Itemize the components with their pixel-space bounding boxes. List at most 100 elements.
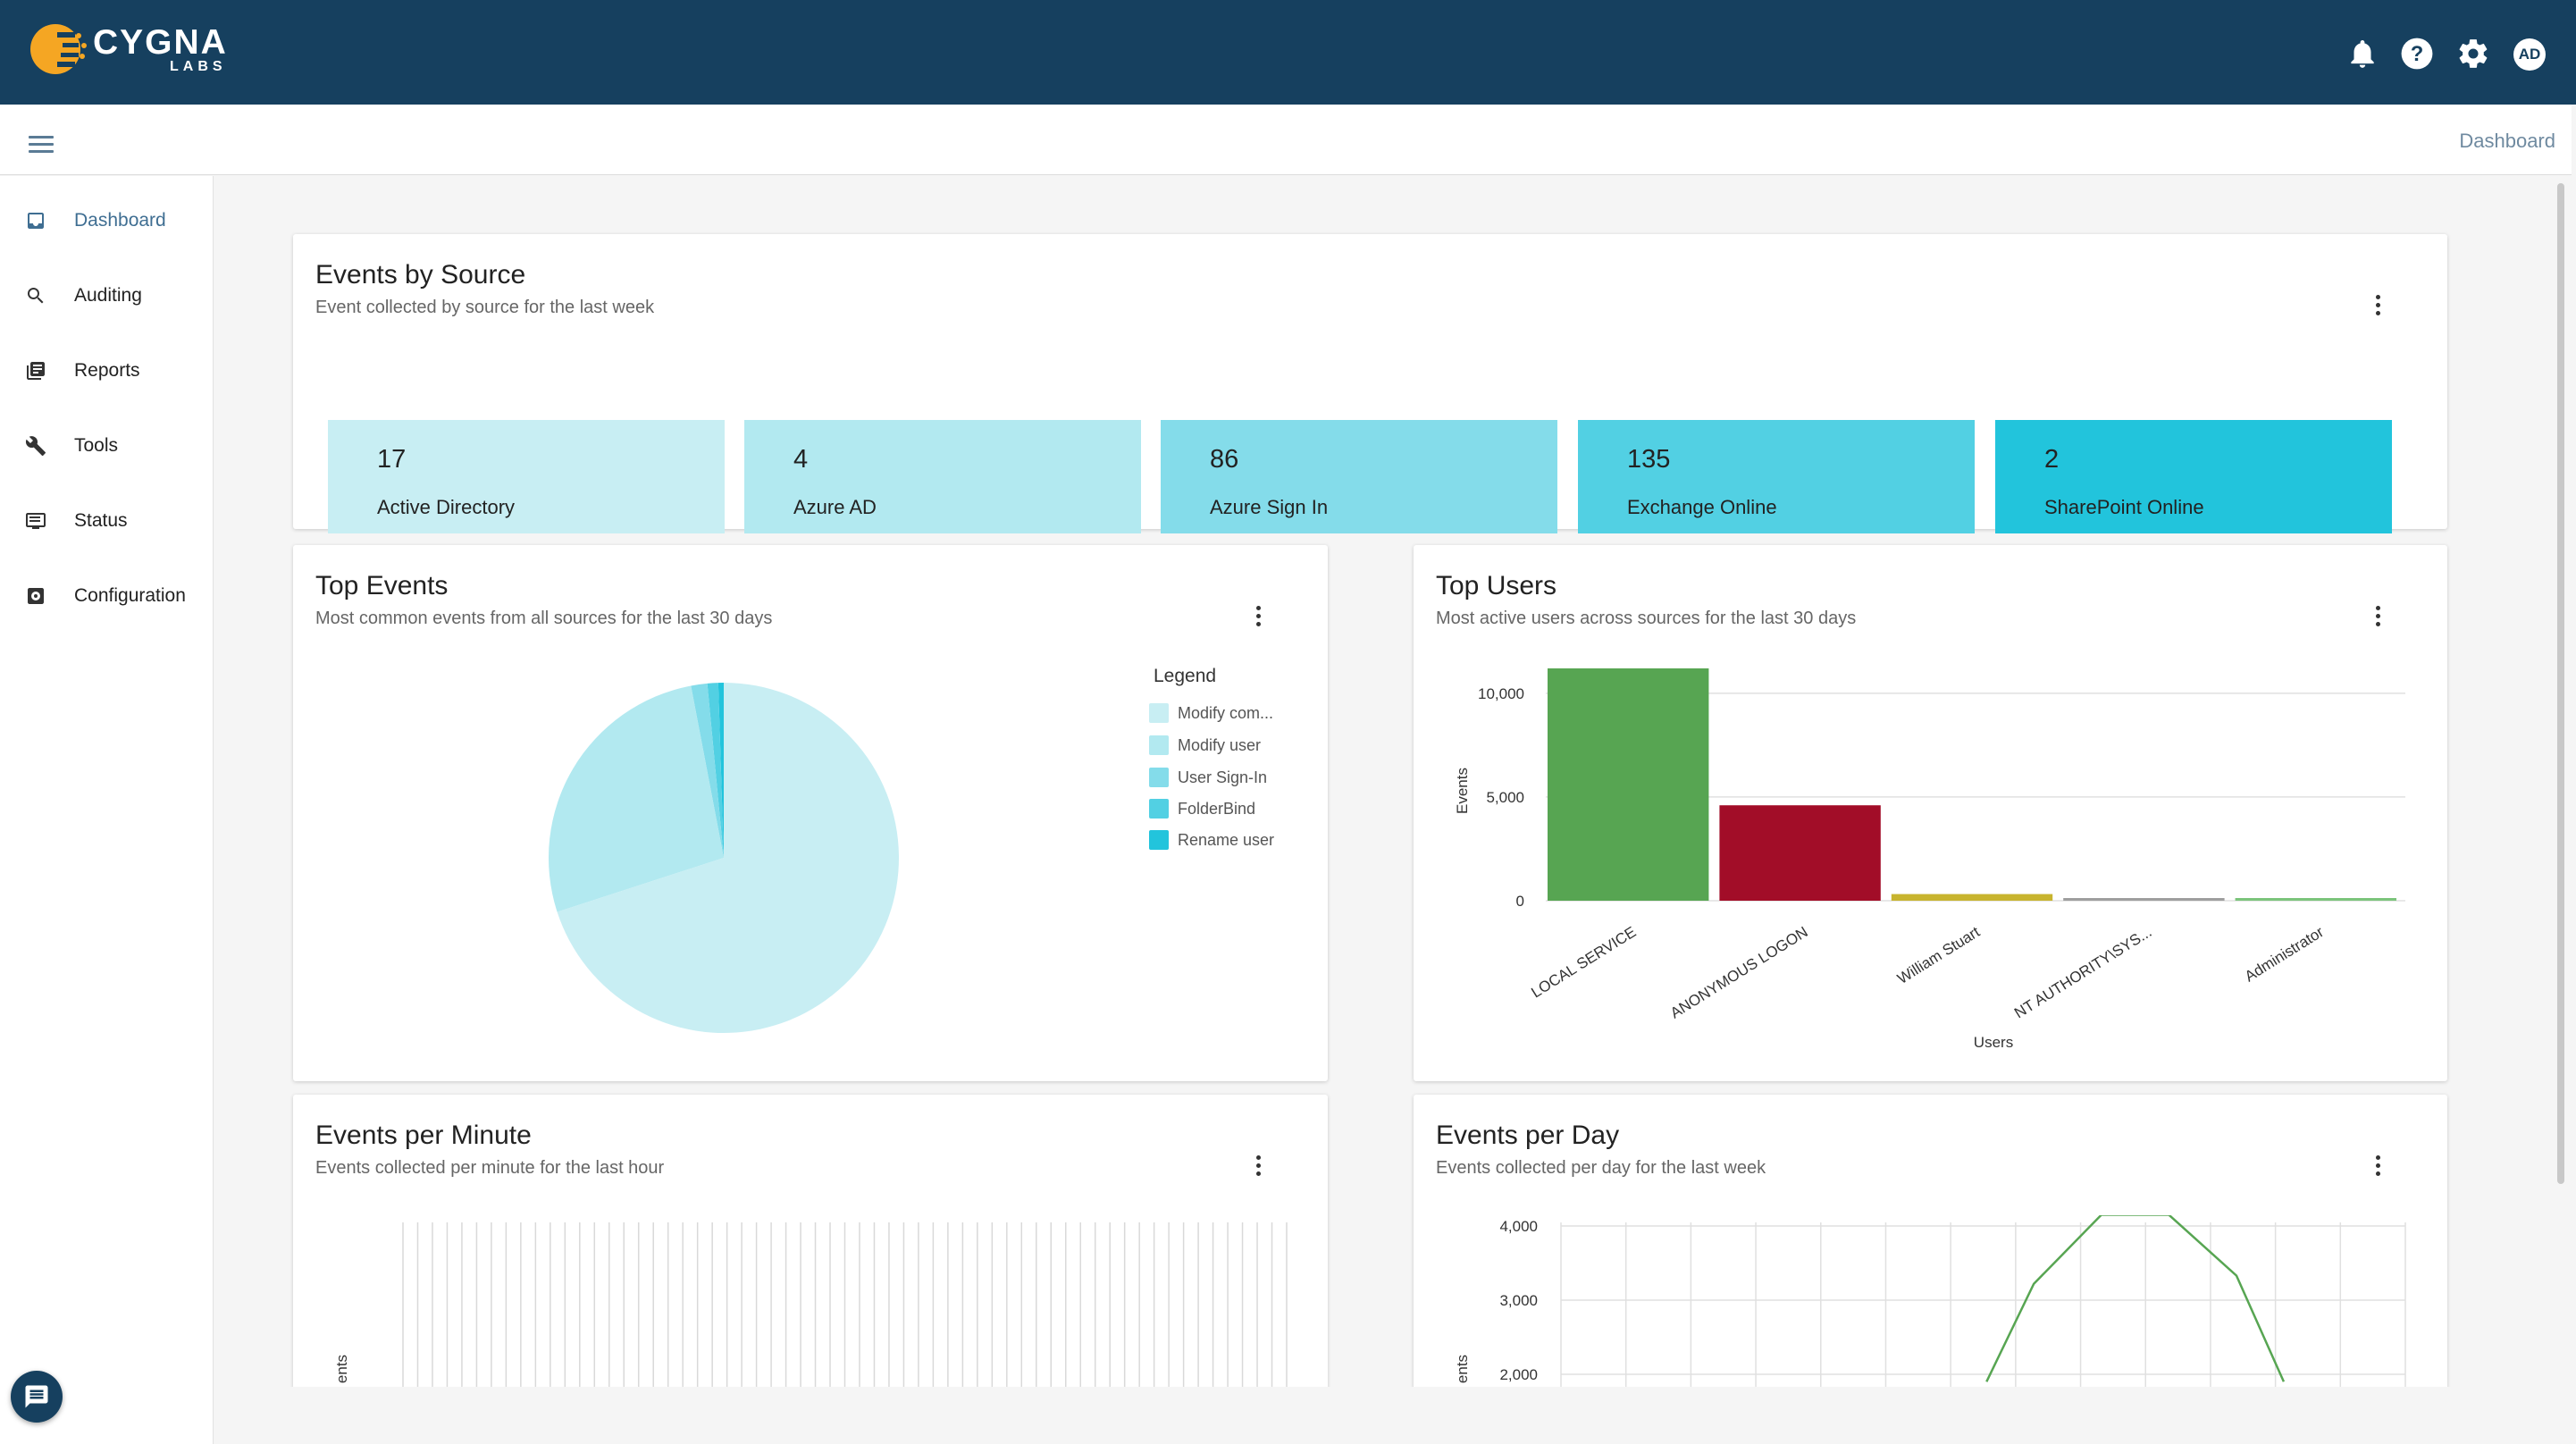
y-tick-label: 3,000 bbox=[1499, 1292, 1538, 1309]
sidebar-item-status[interactable]: Status bbox=[0, 494, 214, 548]
more-options-icon[interactable] bbox=[1254, 606, 1263, 633]
chat-icon bbox=[25, 1385, 48, 1408]
x-tick-label: NT AUTHORITY\SYS... bbox=[2011, 923, 2154, 1021]
help-icon[interactable]: ? bbox=[2400, 37, 2434, 71]
events-per-minute-card: Events per Minute Events collected per m… bbox=[293, 1095, 1328, 1434]
legend-label: Rename user bbox=[1178, 830, 1275, 849]
top-events-pie-chart bbox=[549, 683, 899, 1033]
x-tick-label: LOCAL SERVICE bbox=[1528, 923, 1639, 1001]
tile-value: 4 bbox=[793, 445, 809, 474]
y-tick-label: 0 bbox=[1516, 893, 1524, 910]
legend-swatch bbox=[1149, 799, 1169, 819]
more-options-icon[interactable] bbox=[2373, 1155, 2382, 1182]
logo-subtext: LABS bbox=[170, 59, 227, 74]
source-tile-sharepoint-online[interactable]: 2 SharePoint Online bbox=[1995, 420, 2392, 533]
y-tick-label: 2,000 bbox=[1499, 1366, 1538, 1383]
more-options-icon[interactable] bbox=[2373, 295, 2382, 322]
bar[interactable] bbox=[2063, 898, 2225, 901]
source-tile-azure-ad[interactable]: 4 Azure AD bbox=[744, 420, 1141, 533]
legend-item[interactable]: Rename user bbox=[1149, 829, 1274, 851]
tile-label: Exchange Online bbox=[1627, 496, 1777, 518]
tile-value: 86 bbox=[1210, 445, 1239, 474]
reports-icon bbox=[27, 362, 45, 380]
viewport-bottom bbox=[214, 1387, 2572, 1444]
more-options-icon[interactable] bbox=[1254, 1155, 1263, 1182]
legend-item[interactable]: Modify user bbox=[1149, 735, 1261, 756]
y-axis-label: ents bbox=[333, 1355, 350, 1383]
user-avatar[interactable]: AD bbox=[2513, 38, 2546, 71]
sidebar-item-dashboard[interactable]: Dashboard bbox=[0, 194, 214, 248]
search-icon bbox=[28, 288, 44, 304]
legend-label: FolderBind bbox=[1178, 799, 1256, 818]
tile-label: SharePoint Online bbox=[2044, 496, 2204, 518]
top-bar: CYGNA LABS ? AD bbox=[0, 0, 2576, 105]
status-icon bbox=[26, 513, 46, 529]
sidebar-item-label: Auditing bbox=[74, 285, 142, 306]
sidebar-item-auditing[interactable]: Auditing bbox=[0, 269, 214, 323]
tile-value: 17 bbox=[377, 445, 407, 474]
legend-swatch bbox=[1149, 830, 1169, 850]
chat-fab-button[interactable] bbox=[11, 1371, 63, 1423]
card-subtitle: Events collected per minute for the last… bbox=[315, 1158, 665, 1178]
legend-item[interactable]: User Sign-In bbox=[1149, 767, 1267, 788]
top-users-bar-chart: 0 5,000 10,000 Events LOCAL SERVICE ANONYMOUS… bbox=[1454, 668, 2405, 1051]
source-tile-active-directory[interactable]: 17 Active Directory bbox=[328, 420, 725, 533]
x-axis-label: Users bbox=[1974, 1034, 2013, 1051]
settings-box-icon bbox=[28, 588, 44, 604]
sidebar-item-reports[interactable]: Reports bbox=[0, 344, 214, 398]
pie-slice[interactable] bbox=[707, 683, 724, 858]
legend-item[interactable]: Modify com... bbox=[1149, 702, 1273, 724]
x-tick-label: ANONYMOUS LOGON bbox=[1667, 923, 1811, 1021]
sidebar-item-configuration[interactable]: Configuration bbox=[0, 569, 214, 623]
y-tick-label: 4,000 bbox=[1499, 1218, 1538, 1235]
sidebar-item-label: Reports bbox=[74, 360, 140, 381]
svg-text:?: ? bbox=[2411, 42, 2424, 66]
source-tile-exchange-online[interactable]: 135 Exchange Online bbox=[1578, 420, 1975, 533]
sidebar-item-tools[interactable]: Tools bbox=[0, 419, 214, 473]
breadcrumb[interactable]: Dashboard bbox=[2459, 130, 2555, 152]
events-by-source-card: Events by Source Event collected by sour… bbox=[293, 234, 2447, 533]
card-title: Top Users bbox=[1436, 571, 1557, 600]
sidebar-item-label: Configuration bbox=[74, 585, 186, 606]
settings-gear-icon[interactable] bbox=[2456, 37, 2490, 71]
legend-label: Modify user bbox=[1178, 735, 1262, 754]
logo-text: CYGNA bbox=[93, 23, 228, 62]
sidebar bbox=[0, 176, 214, 1444]
tile-label: Azure Sign In bbox=[1210, 496, 1329, 518]
series-line[interactable] bbox=[1985, 1215, 2286, 1382]
events-per-day-chart: 2,000 3,000 4,000 ents bbox=[1454, 1215, 2406, 1394]
legend-label: Modify com... bbox=[1178, 703, 1274, 722]
pie-slice[interactable] bbox=[691, 683, 724, 858]
wrench-icon bbox=[25, 436, 46, 456]
bar[interactable] bbox=[1719, 805, 1881, 901]
source-tile-azure-sign-in[interactable]: 86 Azure Sign In bbox=[1161, 420, 1557, 533]
legend-item[interactable]: FolderBind bbox=[1149, 798, 1255, 819]
x-tick-label: Administrator bbox=[2242, 923, 2327, 985]
tile-label: Active Directory bbox=[377, 496, 516, 518]
more-options-icon[interactable] bbox=[2373, 606, 2382, 633]
menu-hamburger-icon[interactable] bbox=[29, 136, 54, 154]
y-axis-label: Events bbox=[1454, 768, 1471, 814]
sidebar-item-label: Status bbox=[74, 510, 128, 531]
sidebar-item-label: Tools bbox=[74, 435, 119, 456]
events-per-minute-chart: ents bbox=[333, 1222, 1288, 1394]
x-tick-label: William Stuart bbox=[1894, 923, 1983, 987]
pie-slice[interactable] bbox=[717, 683, 724, 858]
bar[interactable] bbox=[2235, 898, 2396, 901]
card-subtitle: Most active users across sources for the… bbox=[1436, 609, 1857, 628]
bar[interactable] bbox=[1891, 894, 2053, 901]
card-title: Events per Day bbox=[1436, 1121, 1620, 1150]
cygna-logo-icon bbox=[30, 24, 87, 74]
tile-label: Azure AD bbox=[793, 496, 877, 518]
legend-title: Legend bbox=[1154, 666, 1217, 686]
notification-bell-icon[interactable] bbox=[2345, 37, 2379, 71]
y-axis-label: ents bbox=[1454, 1355, 1471, 1383]
card-title: Events by Source bbox=[315, 260, 526, 290]
card-subtitle: Event collected by source for the last w… bbox=[315, 298, 655, 317]
vertical-scrollbar[interactable] bbox=[2557, 183, 2564, 1184]
bar[interactable] bbox=[1548, 668, 1709, 901]
y-tick-label: 5,000 bbox=[1486, 789, 1524, 806]
pie-slice[interactable] bbox=[549, 685, 724, 912]
pie-slice[interactable] bbox=[557, 683, 899, 1033]
card-title: Events per Minute bbox=[315, 1121, 532, 1150]
